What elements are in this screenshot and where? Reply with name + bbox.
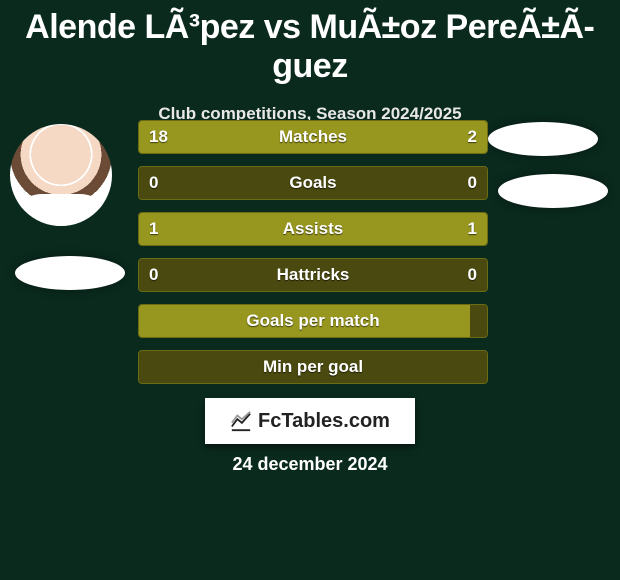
player-left-avatar	[10, 124, 112, 226]
player-right-placeholder-1	[488, 122, 598, 156]
stat-row-hattricks: 00Hattricks	[138, 258, 488, 292]
stat-label: Hattricks	[139, 259, 487, 291]
stat-row-matches: 182Matches	[138, 120, 488, 154]
stat-row-goals: 00Goals	[138, 166, 488, 200]
stat-label: Min per goal	[139, 351, 487, 383]
stat-label: Assists	[139, 213, 487, 245]
player-left-placeholder	[15, 256, 125, 290]
logo-icon	[230, 410, 252, 432]
stat-row-min-per-goal: Min per goal	[138, 350, 488, 384]
source-logo: FcTables.com	[205, 398, 415, 444]
player-right-placeholder-2	[498, 174, 608, 208]
stat-label: Matches	[139, 121, 487, 153]
stat-label: Goals per match	[139, 305, 487, 337]
logo-text: FcTables.com	[258, 410, 390, 433]
stat-row-goals-per-match: Goals per match	[138, 304, 488, 338]
page-title: Alende LÃ³pez vs MuÃ±oz PereÃ±Ã­guez	[0, 0, 620, 86]
stat-row-assists: 11Assists	[138, 212, 488, 246]
date-label: 24 december 2024	[0, 454, 620, 475]
stat-label: Goals	[139, 167, 487, 199]
stats-container: 182Matches 00Goals 11Assists 00Hattricks Goa…	[138, 120, 488, 396]
